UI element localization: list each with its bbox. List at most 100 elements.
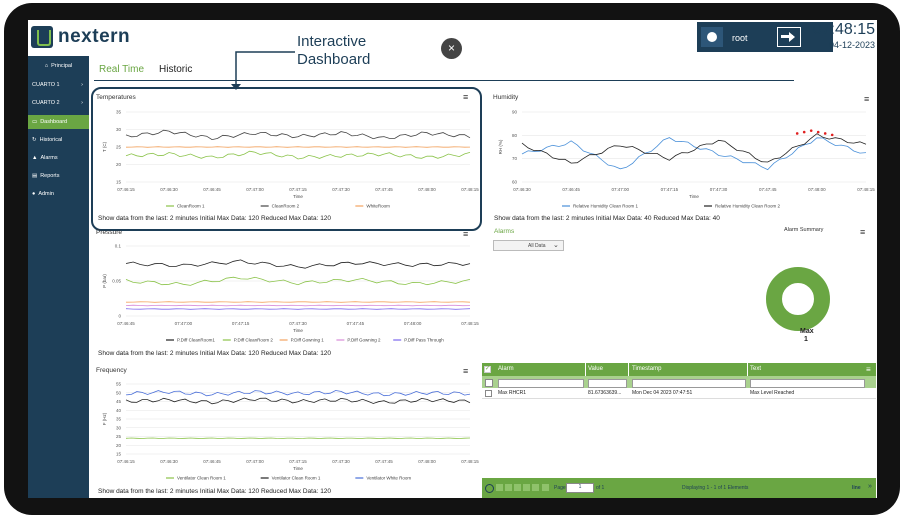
select-all-checkbox[interactable]: ✓ xyxy=(484,366,491,373)
alarm-marker xyxy=(809,129,813,132)
temperatures-info: Show data from the last: 2 minutes Initi… xyxy=(98,215,332,222)
filter-text-input[interactable] xyxy=(750,379,865,388)
chevron-right-icon: › xyxy=(81,82,83,88)
last-page-icon[interactable] xyxy=(523,484,530,491)
grid-menu-icon[interactable]: ≡ xyxy=(866,365,871,374)
y-tick-label: 30 xyxy=(116,425,122,430)
panel-title-alarms: Alarms xyxy=(494,228,515,235)
column-header-alarm[interactable]: Alarm xyxy=(498,366,514,372)
humidity-info: Show data from the last: 2 minutes Initi… xyxy=(494,215,720,222)
filter-value-input[interactable] xyxy=(588,379,627,388)
series-line xyxy=(125,129,471,141)
x-tick-label: 07:46:45 xyxy=(117,321,135,326)
y-axis-label: RH (%) xyxy=(498,139,503,154)
sidebar-item-label: Admin xyxy=(38,191,54,197)
export-icon[interactable] xyxy=(532,484,539,491)
legend-label[interactable]: Relative Humidity Clean Room 2 xyxy=(715,204,781,209)
print-icon[interactable] xyxy=(542,484,549,491)
panel-title-humidity: Humidity xyxy=(493,94,519,101)
x-tick-label: 07:46:45 xyxy=(203,459,221,464)
alarm-filter-select[interactable]: All Data ⌄ xyxy=(493,240,564,251)
warning-icon: ▲ xyxy=(32,155,38,161)
prev-page-icon[interactable] xyxy=(505,484,512,491)
grid-status: Displaying 1 - 1 of 1 Elements xyxy=(682,485,749,491)
legend-label[interactable]: Relative Humidity Clean Room 1 xyxy=(573,204,639,209)
frequency-menu-icon[interactable]: ≡ xyxy=(463,366,469,376)
filter-alarm-input[interactable] xyxy=(498,379,584,388)
sidebar-item-cuarto-1[interactable]: CUARTO 1 › xyxy=(28,78,89,92)
legend-label[interactable]: Ventilator Clean Room 1 xyxy=(272,476,321,481)
legend-label[interactable]: P.Diff Gowning 2 xyxy=(347,338,381,343)
pie-slice[interactable] xyxy=(766,267,830,331)
tab-real-time[interactable]: Real Time xyxy=(99,64,145,75)
x-tick-label: 07:47:30 xyxy=(289,321,307,326)
next-page-icon[interactable] xyxy=(514,484,521,491)
x-tick-label: 07:46:45 xyxy=(562,187,580,192)
first-page-icon[interactable] xyxy=(496,484,503,491)
x-tick-label: 07:46:30 xyxy=(160,187,178,192)
user-avatar xyxy=(701,27,723,47)
rows-per-page[interactable]: line xyxy=(852,485,861,491)
legend-label[interactable]: P.Diff CleanRoom1 xyxy=(177,338,215,343)
page-input[interactable]: 1 xyxy=(566,483,594,493)
series-line xyxy=(125,150,471,160)
y-tick-label: 0.05 xyxy=(112,279,121,284)
callout-line-2: Dashboard xyxy=(297,51,371,68)
pressure-menu-icon[interactable]: ≡ xyxy=(463,229,469,239)
series-line xyxy=(125,301,471,303)
legend-label[interactable]: CleanRoom 1 xyxy=(177,204,205,209)
x-tick-label: 07:47:15 xyxy=(232,321,250,326)
legend-label[interactable]: Ventilator White Room xyxy=(366,476,411,481)
x-tick-label: 07:46:15 xyxy=(117,459,135,464)
series-line xyxy=(125,276,471,286)
legend-label[interactable]: P.Diff Gowning 1 xyxy=(291,338,325,343)
y-tick-label: 35 xyxy=(116,417,122,422)
sidebar-item-reports[interactable]: ▤ Reports xyxy=(28,169,89,183)
x-tick-label: 07:48:15 xyxy=(461,321,479,326)
sidebar-item-cuarto-2[interactable]: CUARTO 2 › xyxy=(28,96,89,110)
logo-mark-icon xyxy=(31,26,53,48)
table-row[interactable]: Max RHCR1 81.67363639... Mon Dec 04 2023… xyxy=(482,388,876,399)
chevron-down-icon: ⌄ xyxy=(553,242,559,249)
refresh-icon[interactable] xyxy=(485,484,494,493)
sidebar-item-alarms[interactable]: ▲ Alarms xyxy=(28,151,89,165)
x-tick-label: 07:46:45 xyxy=(203,187,221,192)
chevron-right-icon[interactable]: » xyxy=(868,483,872,490)
legend-label[interactable]: Ventilator Clean Room 1 xyxy=(177,476,226,481)
alarm-summary-menu-icon[interactable]: ≡ xyxy=(860,227,866,237)
y-tick-label: 30 xyxy=(116,127,122,132)
sidebar-item-principal[interactable]: ⌂ Principal xyxy=(28,59,89,73)
highlight-frame xyxy=(91,87,482,231)
logout-icon[interactable] xyxy=(777,27,801,47)
tab-historic[interactable]: Historic xyxy=(159,64,193,75)
sidebar-item-dashboard[interactable]: ▭ Dashboard xyxy=(28,115,89,129)
sidebar-item-admin[interactable]: ● Admin xyxy=(28,187,89,201)
column-header-value[interactable]: Value xyxy=(588,366,603,372)
column-header-timestamp[interactable]: Timestamp xyxy=(632,366,662,372)
column-header-text[interactable]: Text xyxy=(750,366,762,372)
filter-checkbox[interactable] xyxy=(485,379,493,387)
row-checkbox[interactable] xyxy=(485,390,492,397)
y-axis-label: P (bar) xyxy=(102,274,107,288)
alarm-filter-value: All Data xyxy=(528,243,546,249)
humidity-menu-icon[interactable]: ≡ xyxy=(864,94,870,104)
x-tick-label: 07:47:00 xyxy=(612,187,630,192)
x-tick-label: 07:48:00 xyxy=(418,187,436,192)
legend-label[interactable]: P.Diff CleanRoom 2 xyxy=(234,338,274,343)
x-tick-label: 07:47:45 xyxy=(375,187,393,192)
alarm-marker xyxy=(795,132,799,135)
cell-text: Max Level Reached xyxy=(750,390,795,396)
clock-date: 04-12-2023 xyxy=(828,40,875,50)
x-tick-label: 07:47:30 xyxy=(710,187,728,192)
user-name: root xyxy=(732,33,748,43)
legend-label[interactable]: WhiteRoom xyxy=(366,204,390,209)
sidebar-item-historical[interactable]: ↻ Historical xyxy=(28,133,89,147)
legend-label[interactable]: CleanRoom 2 xyxy=(272,204,300,209)
alarm-grid-filter-row xyxy=(482,376,876,388)
close-icon[interactable]: × xyxy=(441,38,462,59)
filter-timestamp-input[interactable] xyxy=(632,379,746,388)
legend-label[interactable]: P.Diff Pass Through xyxy=(404,338,444,343)
temperatures-menu-icon[interactable]: ≡ xyxy=(463,92,469,102)
alarm-marker xyxy=(830,133,834,137)
y-tick-label: 90 xyxy=(512,110,518,115)
